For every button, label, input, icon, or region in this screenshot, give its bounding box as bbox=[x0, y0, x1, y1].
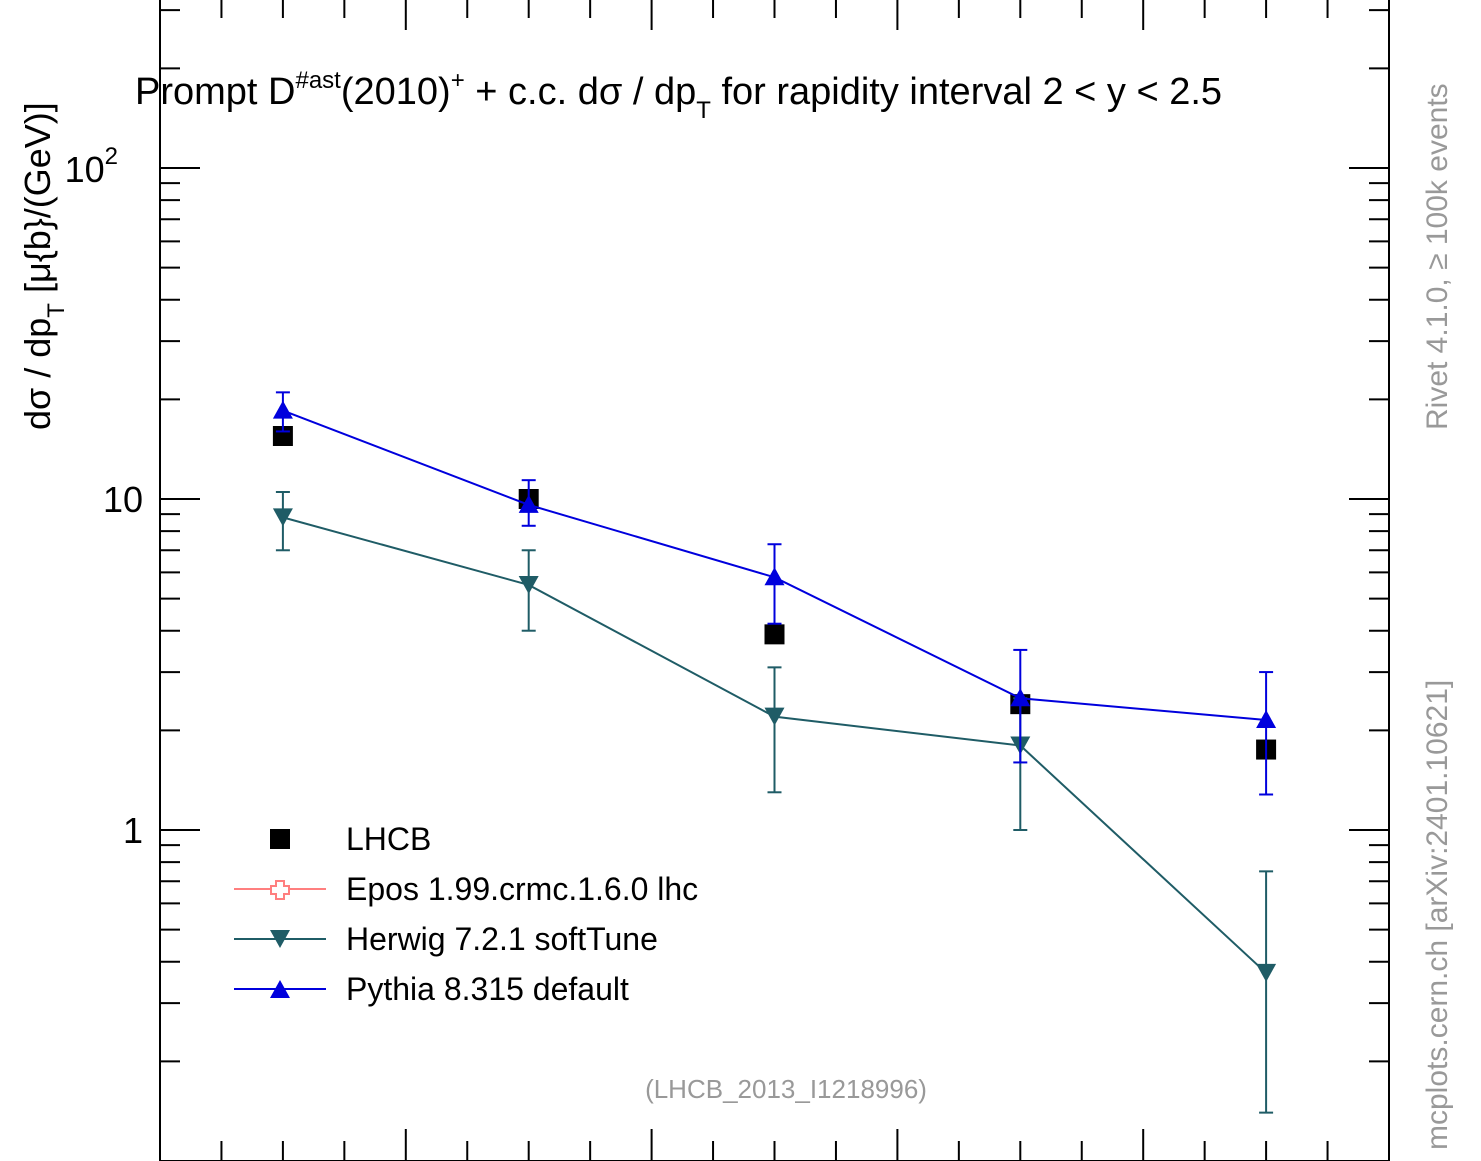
series-3 bbox=[272, 391, 1277, 796]
legend-label-lhcb: LHCB bbox=[346, 821, 431, 857]
rivet-version-note: Rivet 4.1.0, ≥ 100k events bbox=[1421, 83, 1454, 430]
data-point bbox=[764, 624, 785, 645]
chart-title: Prompt D#ast(2010)+ + c.c. dσ / dpT for … bbox=[135, 67, 1222, 124]
data-point bbox=[1010, 688, 1031, 707]
data-point bbox=[764, 707, 785, 726]
legend: LHCB Epos 1.99.crmc.1.6.0 lhc Herwig 7.2… bbox=[234, 821, 698, 1007]
y-tick-label-10: 10 bbox=[103, 479, 143, 520]
series-2 bbox=[272, 490, 1277, 1114]
data-point bbox=[1256, 709, 1277, 728]
data-point bbox=[1256, 963, 1277, 982]
data-point bbox=[272, 508, 293, 527]
data-point bbox=[518, 494, 539, 513]
plot-frame bbox=[159, 0, 1390, 1161]
legend-label-herwig: Herwig 7.2.1 softTune bbox=[346, 921, 658, 957]
data-point bbox=[272, 400, 293, 419]
legend-label-pythia: Pythia 8.315 default bbox=[346, 971, 629, 1007]
legend-marker-epos bbox=[270, 880, 290, 900]
legend-marker-herwig bbox=[270, 930, 290, 948]
series-layer bbox=[272, 391, 1277, 1114]
data-point bbox=[518, 575, 539, 594]
y-axis-label: dσ / dpT [μ{b}/(GeV)] bbox=[17, 102, 70, 430]
mcplots-source-note: mcplots.cern.ch [arXiv:2401.10621] bbox=[1421, 680, 1454, 1150]
analysis-id-annotation: (LHCB_2013_I1218996) bbox=[645, 1074, 927, 1104]
legend-label-epos: Epos 1.99.crmc.1.6.0 lhc bbox=[346, 871, 698, 907]
data-point bbox=[764, 567, 785, 586]
axis-ticks bbox=[159, 0, 1390, 1161]
y-tick-label-1: 1 bbox=[123, 810, 143, 851]
legend-marker-lhcb bbox=[270, 829, 290, 849]
y-tick-label-100: 102 bbox=[65, 143, 118, 190]
legend-marker-pythia bbox=[270, 980, 290, 998]
